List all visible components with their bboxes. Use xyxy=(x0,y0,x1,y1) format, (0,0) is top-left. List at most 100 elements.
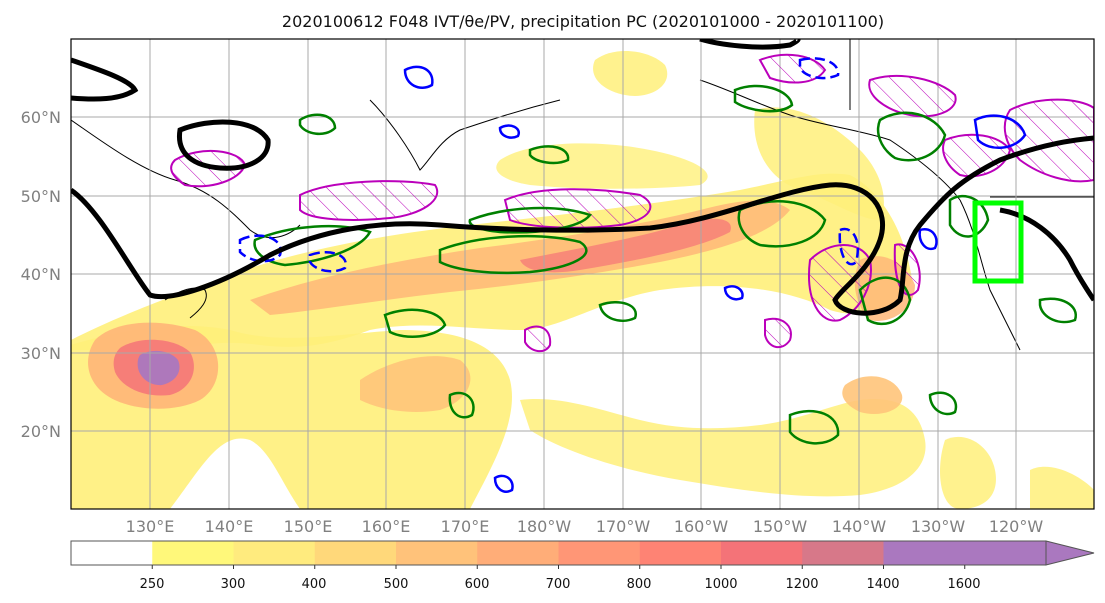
ivt-bering-low xyxy=(593,50,668,96)
colorbar-segment xyxy=(477,541,559,565)
precip-pc-contour xyxy=(737,200,827,248)
precip-pc-negative-contours xyxy=(238,57,1027,493)
map-area xyxy=(71,39,1094,509)
precip-pc-contour-negative xyxy=(238,234,282,263)
lon-label-160e: 160°E xyxy=(362,517,411,536)
coastline-kamchatka xyxy=(369,99,561,171)
colorbar-label-1200: 1200 xyxy=(785,577,818,592)
theta-e-contours xyxy=(71,39,1094,316)
precip-pc-contour xyxy=(383,308,447,338)
precip-pc-contour-negative xyxy=(723,285,744,301)
precip-pc-contour xyxy=(788,409,840,445)
colorbar-label-1000: 1000 xyxy=(704,577,737,592)
colorbar-segments xyxy=(71,541,1046,565)
ivt-north-low xyxy=(496,143,708,189)
theta-e-contour-main xyxy=(71,135,1094,316)
colorbar-segment xyxy=(71,541,153,565)
theta-e-contour-northwest xyxy=(71,57,139,102)
longitude-labels: 130°E 140°E 150°E 160°E 170°E 180°W 170°… xyxy=(126,517,1044,536)
ivt-east-mid xyxy=(842,376,903,415)
precip-pc-contour xyxy=(298,113,337,136)
colorbar-labels: 250 300 400 500 600 700 800 1000 1200 14… xyxy=(140,577,981,592)
precip-pc-contour-negative xyxy=(918,227,938,251)
lon-label-160w: 160°W xyxy=(674,517,729,536)
colorbar-label-1400: 1400 xyxy=(866,577,899,592)
precip-pc-contour xyxy=(598,301,637,322)
lon-label-140w: 140°W xyxy=(832,517,887,536)
theta-e-contour-loop xyxy=(177,119,271,171)
lon-label-120w: 120°W xyxy=(989,517,1044,536)
lon-label-140e: 140°E xyxy=(205,517,254,536)
colorbar-segment xyxy=(152,541,234,565)
lon-label-180w: 180°W xyxy=(517,517,572,536)
ivt-pacific-east-low xyxy=(520,399,926,497)
precip-pc-contour xyxy=(928,391,958,416)
precip-pc-contour xyxy=(948,194,990,238)
lon-label-130e: 130°E xyxy=(126,517,175,536)
pv-contour xyxy=(524,325,552,353)
colorbar-segment xyxy=(964,541,1046,565)
colorbar-label-700: 700 xyxy=(546,577,571,592)
lon-label-130w: 130°W xyxy=(911,517,966,536)
colorbar-label-500: 500 xyxy=(384,577,409,592)
lon-label-170w: 170°W xyxy=(596,517,651,536)
lat-label-30n: 30°N xyxy=(21,344,61,363)
colorbar-segment xyxy=(883,541,966,565)
pv-contour xyxy=(764,317,792,349)
colorbar-segment xyxy=(396,541,478,565)
colorbar-label-400: 400 xyxy=(302,577,327,592)
colorbar-segment xyxy=(233,541,316,565)
lat-label-50n: 50°N xyxy=(21,187,61,206)
precip-pc-contour xyxy=(858,276,912,326)
precip-pc-contour-negative xyxy=(308,251,347,273)
pv-contour xyxy=(299,180,439,221)
pv-contour xyxy=(868,74,957,118)
coastline-alaska xyxy=(699,79,961,201)
coastline-na-west xyxy=(959,199,1021,351)
colorbar-label-300: 300 xyxy=(221,577,246,592)
precip-pc-contour xyxy=(1038,297,1077,324)
latitude-labels: 60°N 50°N 40°N 30°N 20°N xyxy=(21,108,61,441)
precip-pc-contour-negative xyxy=(973,114,1027,149)
precip-pc-contour-negative xyxy=(798,57,840,80)
precip-pc-contour xyxy=(448,391,475,419)
precip-pc-contour xyxy=(733,84,794,113)
lat-label-40n: 40°N xyxy=(21,265,61,284)
colorbar-label-600: 600 xyxy=(465,577,490,592)
ivt-gulf-alaska-low xyxy=(754,107,884,220)
pv-contour xyxy=(503,188,652,229)
colorbar-label-250: 250 xyxy=(140,577,165,592)
target-region-box xyxy=(972,200,1024,284)
precip-pc-contour xyxy=(438,234,588,275)
pv-contour xyxy=(1003,98,1094,183)
colorbar-tick-marks xyxy=(151,565,966,569)
colorbar-label-800: 800 xyxy=(627,577,652,592)
precip-pc-contour-negative xyxy=(498,124,521,139)
colorbar-segment xyxy=(639,541,722,565)
colorbar-segment xyxy=(558,541,641,565)
lat-label-60n: 60°N xyxy=(21,108,61,127)
ivt-shading xyxy=(71,50,1094,509)
ivt-band-high xyxy=(520,218,731,273)
map-frame xyxy=(70,38,1095,510)
lon-label-150w: 150°W xyxy=(753,517,808,536)
lon-label-150e: 150°E xyxy=(284,517,333,536)
ivt-south-mid xyxy=(360,356,471,412)
precip-pc-contour xyxy=(876,111,947,162)
colorbar: 250 300 400 500 600 700 800 1000 1200 14… xyxy=(70,540,1095,592)
ivt-typhoon-core xyxy=(137,350,180,386)
precip-pc-contour xyxy=(528,145,570,165)
colorbar-segment xyxy=(314,541,397,565)
lon-label-170e: 170°E xyxy=(441,517,490,536)
colorbar-segment xyxy=(721,541,803,565)
colorbar-extend-arrow xyxy=(1045,540,1095,566)
precip-pc-contour-negative xyxy=(403,65,434,89)
ivt-se2-low xyxy=(1030,466,1094,509)
figure-title: 2020100612 F048 IVT/θe/PV, precipitation… xyxy=(282,12,884,31)
ivt-se-low xyxy=(940,436,996,509)
precip-pc-contour-negative xyxy=(838,227,859,266)
colorbar-label-1600: 1600 xyxy=(947,577,980,592)
lat-label-20n: 20°N xyxy=(21,422,61,441)
colorbar-segment xyxy=(802,541,884,565)
